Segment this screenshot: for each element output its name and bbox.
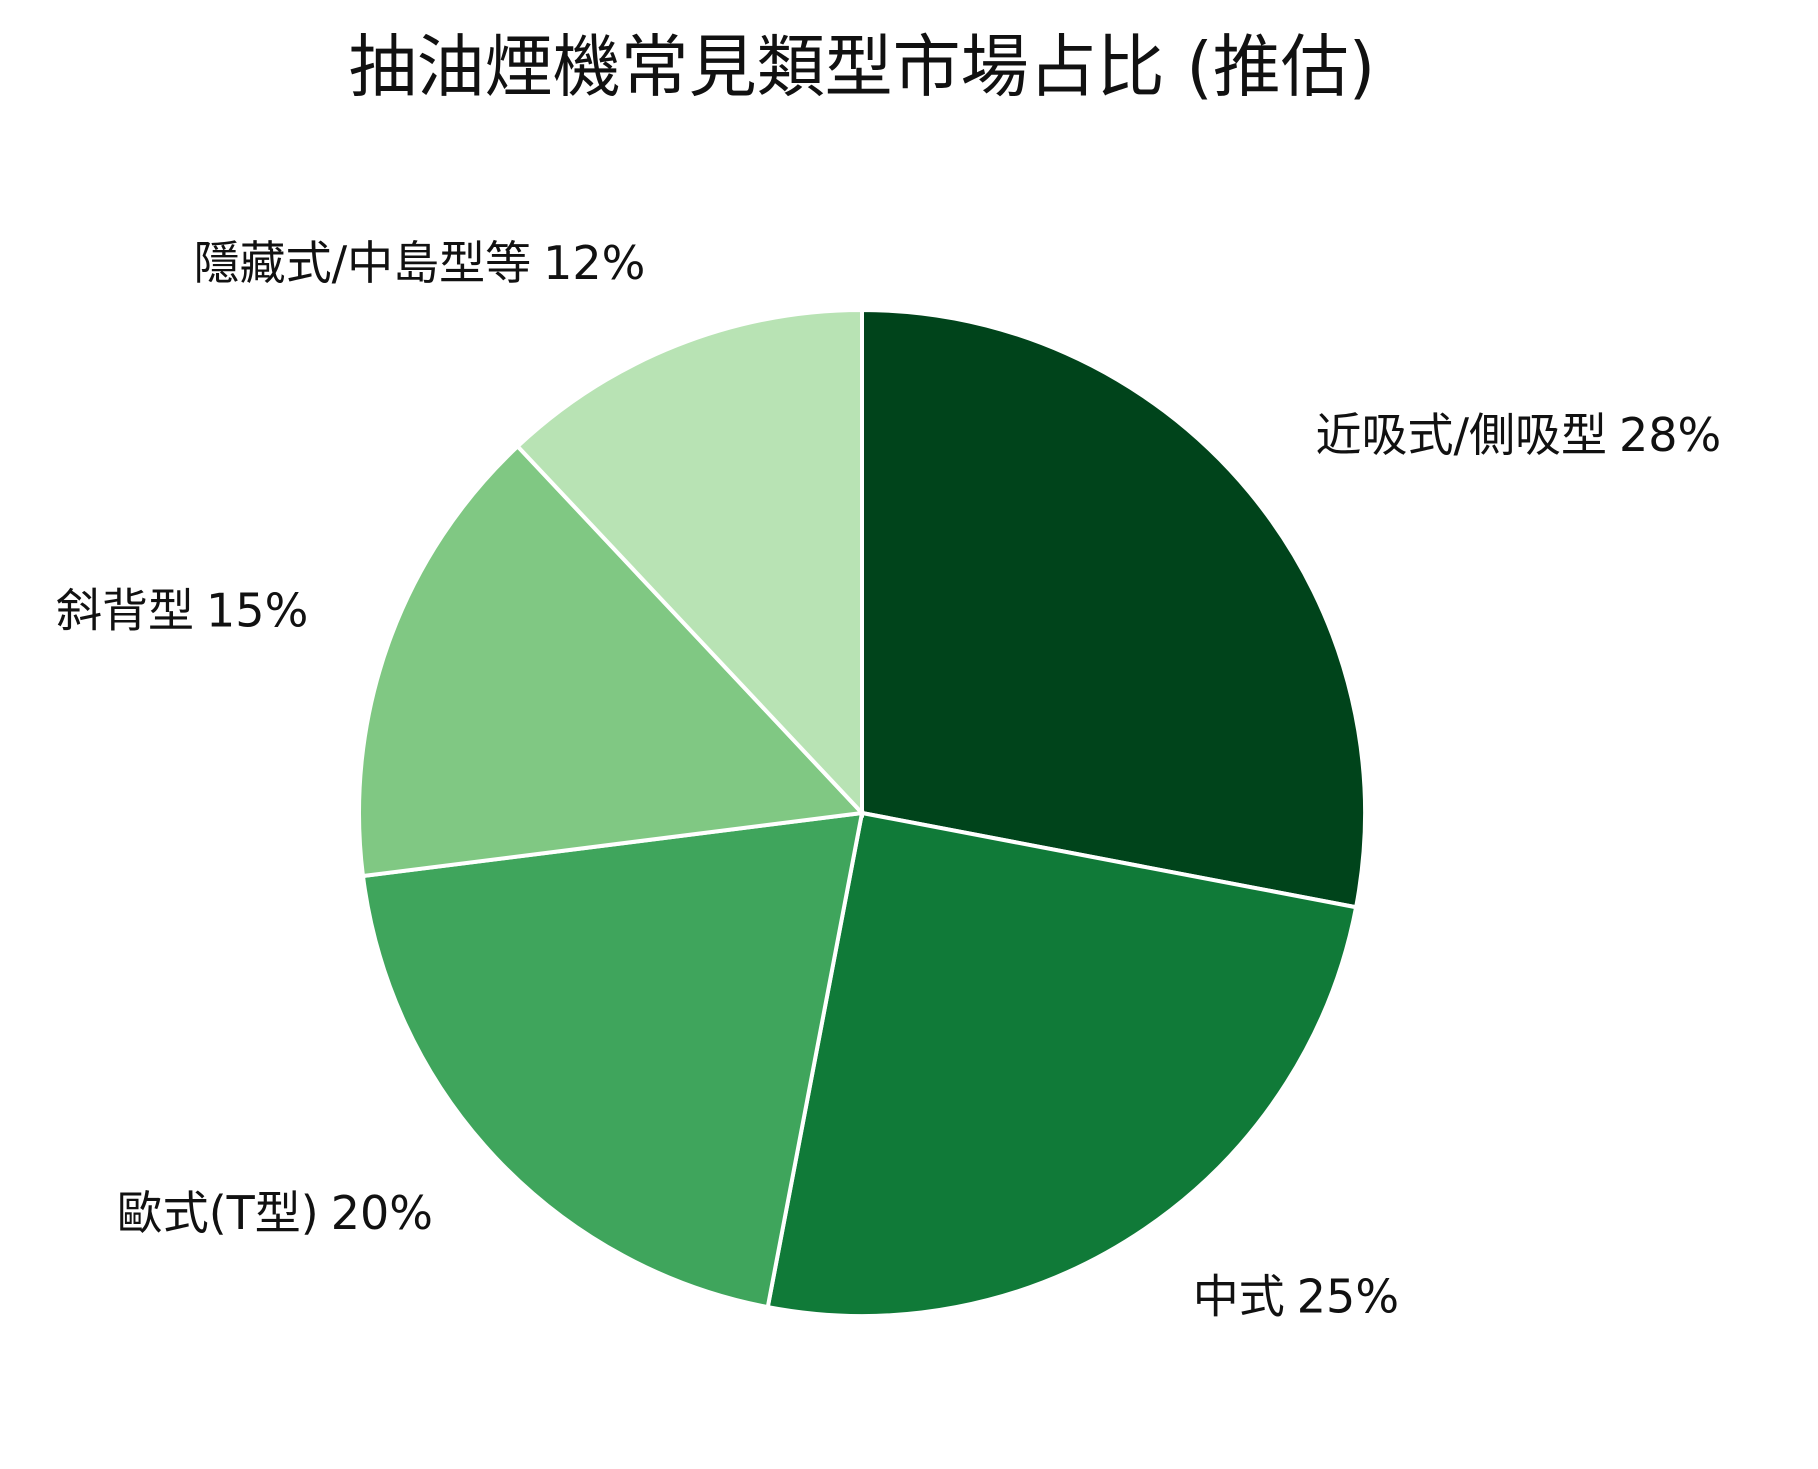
- value-label: 12%: [543, 235, 645, 289]
- value-label: 20%: [331, 1185, 433, 1239]
- slice-label: 中式 25%: [1193, 1269, 1399, 1323]
- value-label: 15%: [206, 583, 308, 637]
- category-label: 斜背型: [56, 583, 194, 637]
- pie-slice: [357, 443, 867, 879]
- slice-label: 近吸式/側吸型 28%: [1315, 407, 1721, 461]
- category-label: 歐式(T型): [117, 1185, 319, 1239]
- chart-title: 抽油煙機常見類型市場占比 (推估): [349, 29, 1376, 108]
- category-label: 中式: [1193, 1269, 1285, 1323]
- slice-label: 斜背型 15%: [56, 583, 308, 637]
- pie-slice: [360, 810, 865, 1310]
- slice-label: 歐式(T型) 20%: [117, 1185, 433, 1239]
- value-label: 25%: [1297, 1269, 1399, 1323]
- category-label: 近吸式/側吸型: [1315, 407, 1607, 461]
- pie-slice: [860, 307, 1367, 910]
- value-label: 28%: [1619, 407, 1721, 461]
- pie-slice: [514, 307, 864, 819]
- category-label: 隱藏式/中島型等: [194, 235, 532, 289]
- pie-slice: [765, 810, 1359, 1318]
- slice-label: 隱藏式/中島型等 12%: [194, 235, 646, 289]
